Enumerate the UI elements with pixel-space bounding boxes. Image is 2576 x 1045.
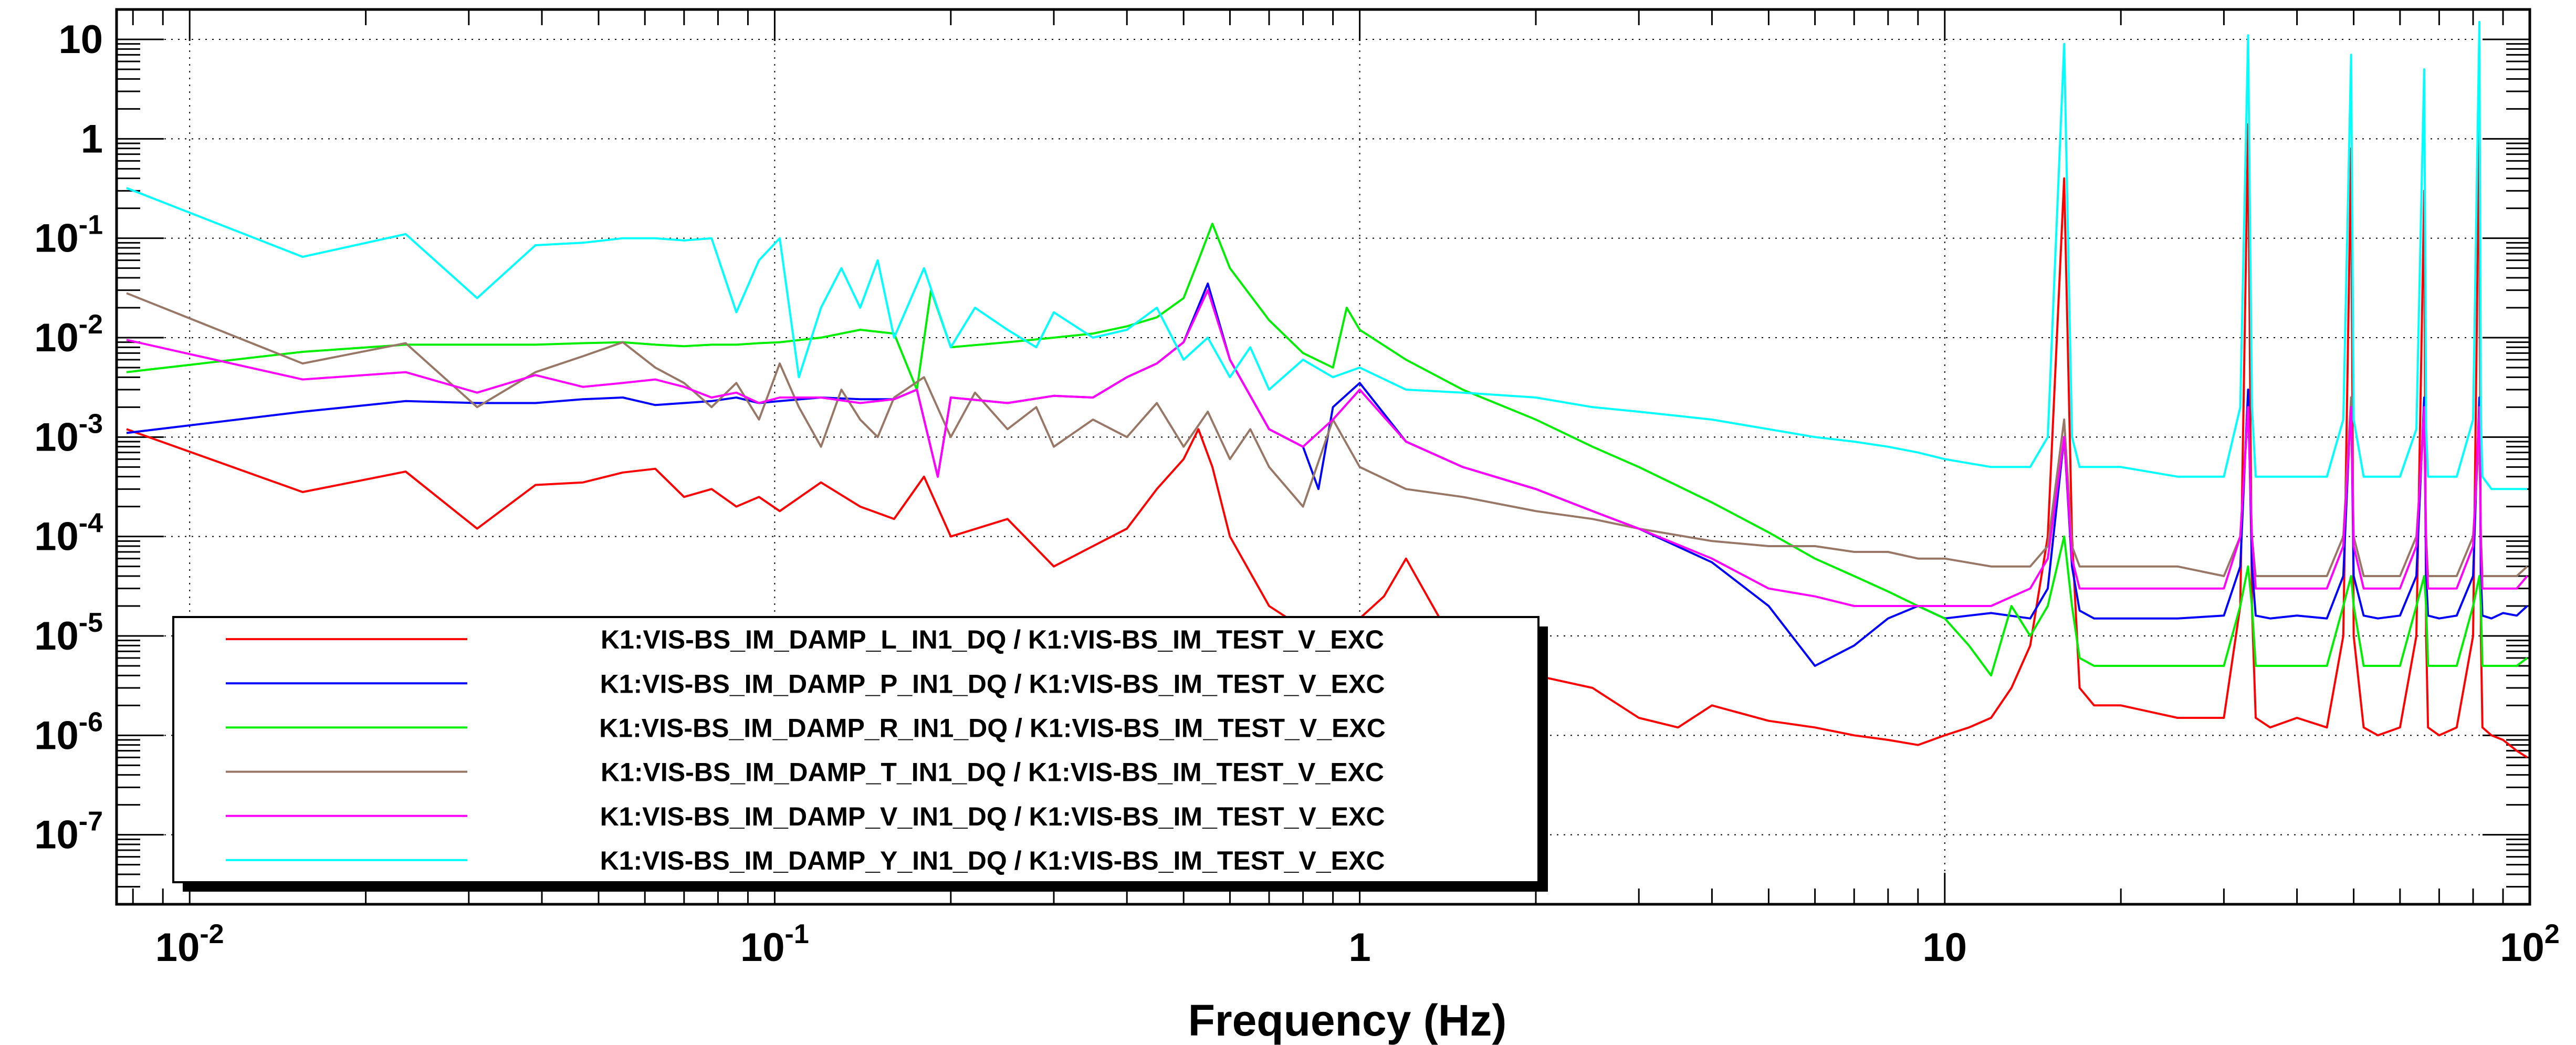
x-tick-label: 102 bbox=[2500, 919, 2559, 970]
legend-label: K1:VIS-BS_IM_DAMP_T_IN1_DQ / K1:VIS-BS_I… bbox=[601, 758, 1384, 787]
y-tick-label: 1 bbox=[81, 117, 103, 161]
y-tick-base: 10 bbox=[34, 515, 79, 559]
minor-ticks bbox=[117, 8, 2531, 905]
y-tick-label: 10-6 bbox=[34, 707, 103, 758]
y-tick-exponent: -2 bbox=[79, 309, 103, 340]
y-tick-base: 10 bbox=[34, 316, 79, 360]
x-axis-title: Frequency (Hz) bbox=[1188, 996, 1507, 1045]
y-tick-exponent: -3 bbox=[79, 409, 103, 439]
x-tick-base: 10 bbox=[2500, 925, 2544, 970]
y-tick-base: 10 bbox=[34, 813, 79, 858]
y-tick-base: 10 bbox=[34, 713, 79, 758]
y-tick-label: 10-7 bbox=[34, 807, 103, 858]
x-tick-base: 10 bbox=[155, 925, 200, 970]
y-tick-base: 10 bbox=[34, 216, 79, 261]
x-tick-label: 1 bbox=[1348, 925, 1370, 970]
series-line-2 bbox=[126, 283, 2528, 667]
legend-box bbox=[172, 616, 1540, 883]
x-tick-exponent: -1 bbox=[785, 919, 809, 949]
y-tick-exponent: -6 bbox=[79, 707, 103, 737]
y-tick-base: 10 bbox=[58, 17, 103, 62]
y-tick-exponent: -5 bbox=[79, 608, 103, 638]
x-tick-exponent: -2 bbox=[200, 919, 224, 949]
series-line-5 bbox=[126, 289, 2528, 607]
legend: K1:VIS-BS_IM_DAMP_L_IN1_DQ / K1:VIS-BS_I… bbox=[172, 616, 1548, 892]
y-tick-label: 10 bbox=[58, 17, 103, 62]
y-tick-exponent: -1 bbox=[79, 210, 103, 241]
series-line-4 bbox=[126, 292, 2528, 577]
x-tick-label: 10 bbox=[1923, 925, 1967, 970]
series-line-3 bbox=[126, 223, 2528, 677]
y-tick-base: 1 bbox=[81, 117, 103, 161]
x-tick-labels: 10-2 10-1 1 10 102 bbox=[155, 919, 2560, 970]
y-tick-label: 10-5 bbox=[34, 608, 103, 659]
legend-entries: K1:VIS-BS_IM_DAMP_L_IN1_DQ / K1:VIS-BS_I… bbox=[226, 625, 1386, 875]
series-line-1 bbox=[126, 112, 2528, 758]
legend-label: K1:VIS-BS_IM_DAMP_P_IN1_DQ / K1:VIS-BS_I… bbox=[600, 669, 1385, 698]
y-tick-exponent: -7 bbox=[79, 807, 103, 837]
x-tick-base: 10 bbox=[740, 925, 785, 970]
y-tick-exponent: -4 bbox=[79, 508, 103, 539]
legend-label: K1:VIS-BS_IM_DAMP_V_IN1_DQ / K1:VIS-BS_I… bbox=[600, 802, 1385, 831]
x-tick-label: 10-1 bbox=[740, 919, 809, 970]
y-tick-label: 10-3 bbox=[34, 409, 103, 459]
plot-frame bbox=[115, 8, 2531, 906]
series-line-6 bbox=[126, 20, 2528, 490]
x-tick-exponent: 2 bbox=[2544, 919, 2560, 949]
y-tick-base: 10 bbox=[34, 415, 79, 459]
series-lines bbox=[126, 20, 2528, 758]
legend-label: K1:VIS-BS_IM_DAMP_Y_IN1_DQ / K1:VIS-BS_I… bbox=[600, 846, 1385, 875]
y-tick-base: 10 bbox=[34, 614, 79, 659]
x-tick-base: 1 bbox=[1348, 925, 1370, 970]
y-tick-label: 10-1 bbox=[34, 210, 103, 261]
y-tick-label: 10-4 bbox=[34, 508, 103, 559]
x-tick-base: 10 bbox=[1923, 925, 1967, 970]
x-tick-label: 10-2 bbox=[155, 919, 224, 970]
legend-label: K1:VIS-BS_IM_DAMP_R_IN1_DQ / K1:VIS-BS_I… bbox=[599, 713, 1386, 743]
y-tick-label: 10-2 bbox=[34, 309, 103, 360]
legend-label: K1:VIS-BS_IM_DAMP_L_IN1_DQ / K1:VIS-BS_I… bbox=[601, 625, 1384, 654]
